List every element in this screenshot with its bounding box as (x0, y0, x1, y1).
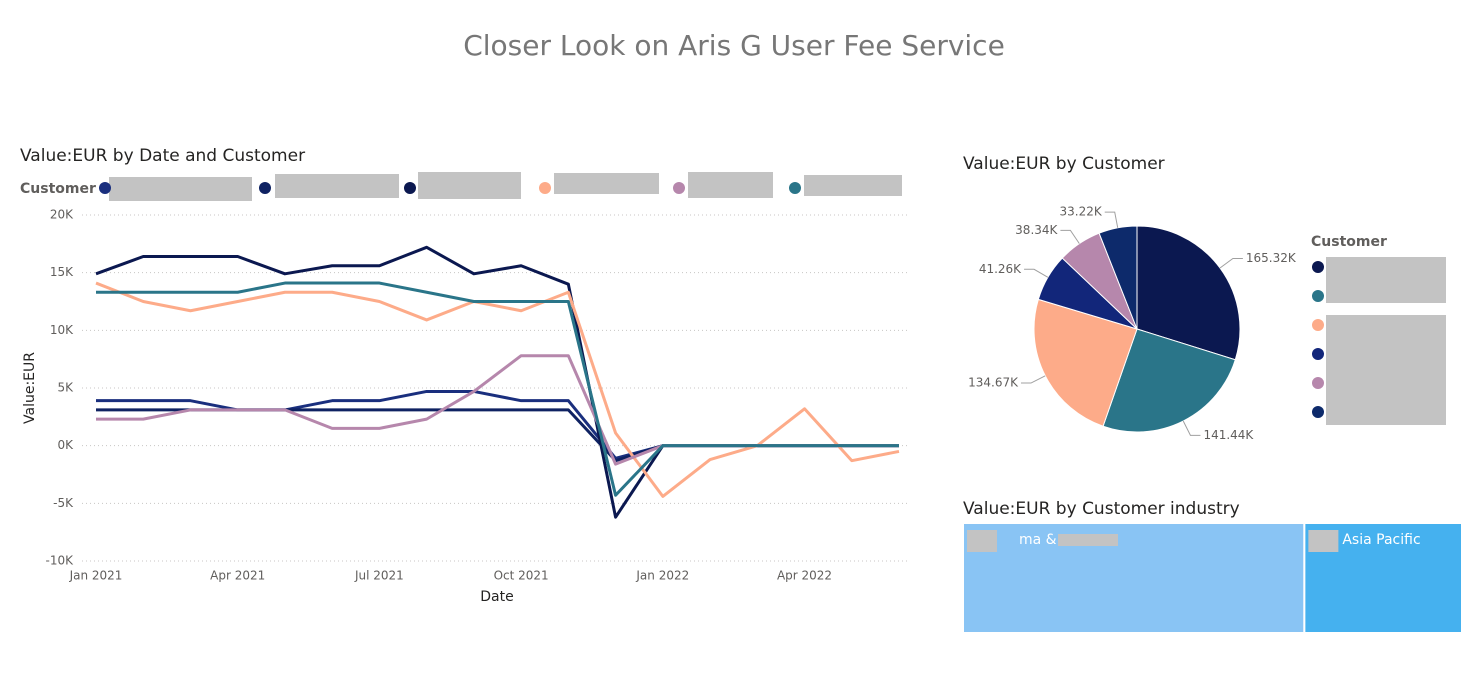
x-axis-label: Date (480, 589, 513, 605)
treemap-title: Value:EUR by Customer industry (963, 499, 1240, 519)
leader-line (1020, 375, 1046, 384)
pie-label: 141.44K (1203, 428, 1254, 442)
treemap-tile (962, 522, 1306, 634)
pie-slice (1098, 225, 1138, 330)
legend-marker (789, 182, 801, 194)
leader-line (1219, 258, 1243, 269)
legend-marker (539, 182, 551, 194)
redaction (1308, 530, 1339, 552)
legend-title: Customer (20, 181, 96, 197)
legend-marker (1312, 348, 1324, 360)
y-tick-label: 0K (57, 438, 74, 452)
y-tick-label: -10K (46, 554, 75, 568)
leader-line (1182, 420, 1201, 436)
tile-label: Asia Pacific (1342, 532, 1420, 548)
x-tick-label: Jan 2021 (69, 569, 123, 583)
legend-marker (1312, 290, 1324, 302)
tile-label: ma & (1019, 532, 1057, 548)
line-series (95, 245, 899, 519)
pie-label: 38.34K (1015, 223, 1058, 237)
pie-slice (1136, 225, 1241, 361)
redaction (1058, 534, 1118, 546)
y-tick-label: -5K (53, 496, 74, 510)
line-series (96, 408, 899, 463)
y-tick-label: 20K (50, 208, 74, 222)
line-chart-title: Value:EUR by Date and Customer (20, 146, 305, 166)
legend-marker (1312, 319, 1324, 331)
legend-marker (99, 182, 111, 194)
legend-marker (1312, 406, 1324, 418)
legend-marker (1312, 377, 1324, 389)
y-tick-label: 5K (57, 381, 74, 395)
legend-marker (259, 182, 271, 194)
leader-line (1024, 268, 1049, 278)
x-tick-label: Oct 2021 (494, 569, 549, 583)
redaction (967, 530, 997, 552)
pie-label: 134.67K (968, 376, 1019, 390)
x-tick-label: Apr 2022 (777, 569, 832, 583)
pie-chart-title: Value:EUR by Customer (963, 154, 1165, 174)
pie-label: 41.26K (979, 262, 1022, 276)
legend-marker (1312, 261, 1324, 273)
pie-slice (1033, 298, 1138, 427)
line-series (95, 281, 900, 498)
line-series (96, 281, 899, 497)
pie-label: 33.22K (1059, 205, 1102, 219)
y-tick-label: 15K (50, 265, 74, 279)
y-axis-label: Value:EUR (22, 352, 38, 424)
leader-line (1104, 211, 1119, 228)
x-tick-label: Apr 2021 (210, 569, 265, 583)
legend-marker (673, 182, 685, 194)
y-tick-label: 10K (50, 323, 74, 337)
x-tick-label: Jul 2021 (354, 569, 404, 583)
pie-label: 165.32K (1246, 251, 1297, 265)
redactions (109, 172, 1446, 425)
legend-marker (404, 182, 416, 194)
leader-line (1060, 229, 1080, 244)
x-tick-label: Jan 2022 (635, 569, 689, 583)
line-series (96, 389, 899, 460)
legend-title: Customer (1311, 234, 1387, 250)
page-title: Closer Look on Aris G User Fee Service (463, 29, 1005, 62)
